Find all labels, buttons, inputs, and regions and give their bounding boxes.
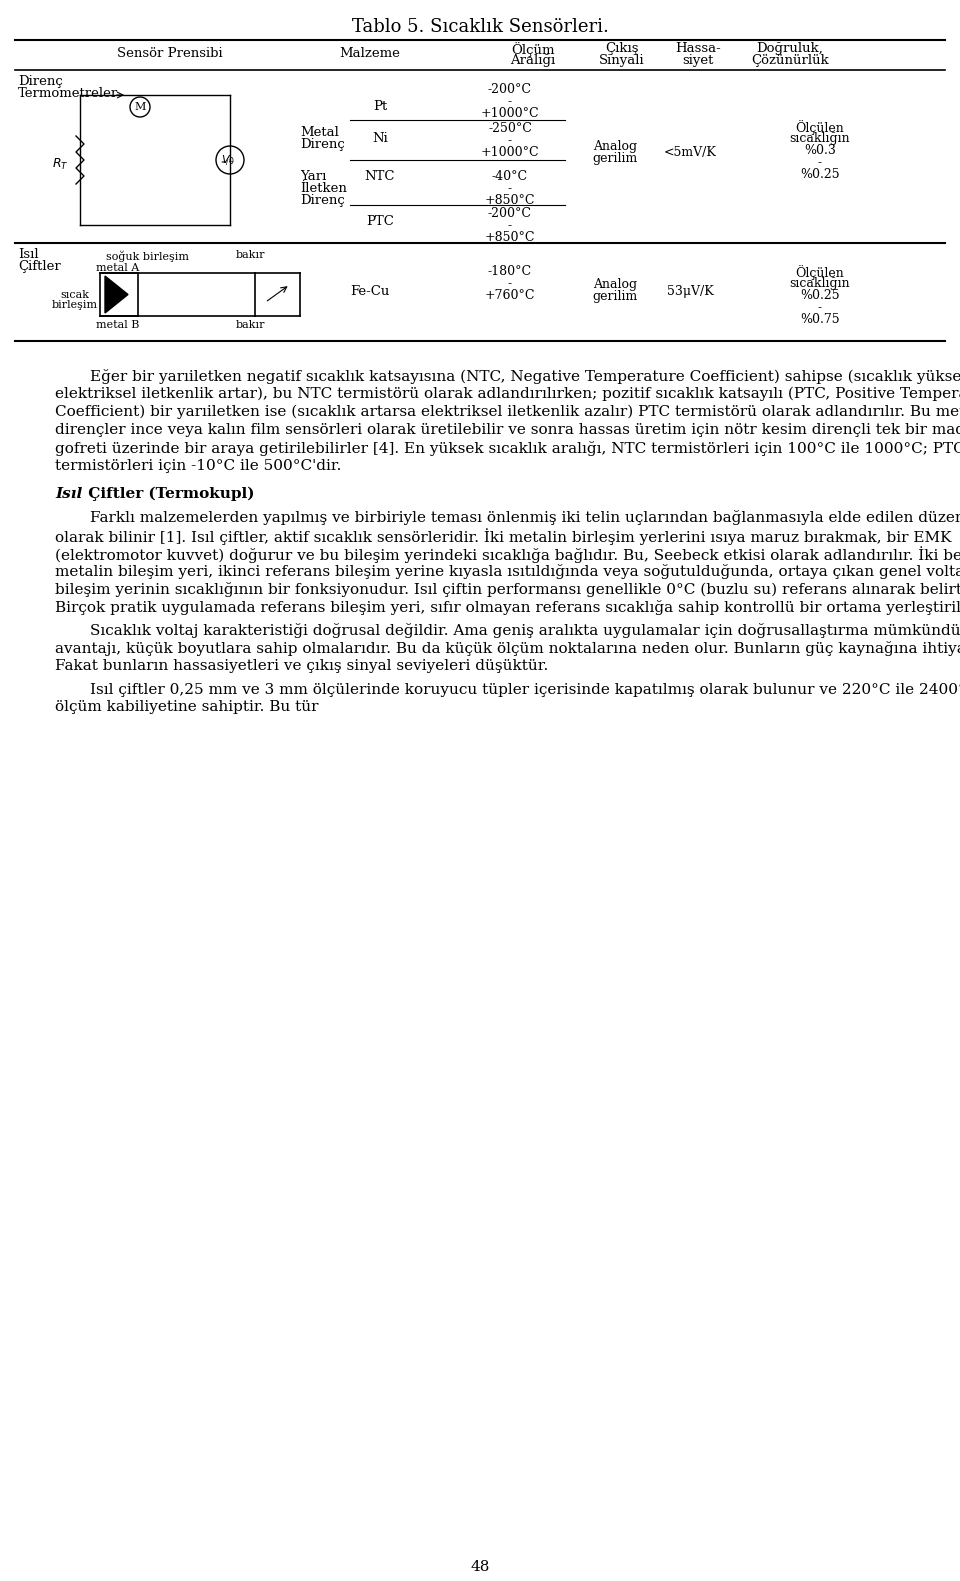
Text: M: M	[134, 103, 146, 112]
Text: -: -	[508, 277, 512, 289]
Text: bileşim yerinin sıcaklığının bir fonksiyonudur. Isıl çiftin performansı genellik: bileşim yerinin sıcaklığının bir fonksiy…	[55, 582, 960, 598]
Text: metal A: metal A	[96, 262, 139, 274]
Text: Sıcaklık voltaj karakteristiği doğrusal değildir. Ama geniş aralıkta uygulamalar: Sıcaklık voltaj karakteristiği doğrusal …	[90, 623, 960, 639]
Text: Doğruluk,: Doğruluk,	[756, 43, 824, 55]
Text: avantajı, küçük boyutlara sahip olmalarıdır. Bu da küçük ölçüm noktalarına neden: avantajı, küçük boyutlara sahip olmaları…	[55, 640, 960, 656]
Text: -: -	[818, 157, 822, 169]
Text: Coefficient) bir yarıiletken ise (sıcaklık artarsa elektriksel iletkenlik azalır: Coefficient) bir yarıiletken ise (sıcakl…	[55, 405, 960, 419]
Text: metalin bileşim yeri, ikinci referans bileşim yerine kıyasla ısıtıldığında veya : metalin bileşim yeri, ikinci referans bi…	[55, 564, 960, 579]
Text: %0.3: %0.3	[804, 144, 836, 157]
Text: Çiftler: Çiftler	[18, 259, 60, 274]
Text: 48: 48	[470, 1560, 490, 1575]
Text: metal B: metal B	[96, 319, 140, 330]
Text: PTC: PTC	[366, 215, 394, 228]
Text: Tablo 5. Sıcaklık Sensörleri.: Tablo 5. Sıcaklık Sensörleri.	[351, 17, 609, 36]
Text: gofreti üzerinde bir araya getirilebilirler [4]. En yüksek sıcaklık aralığı, NTC: gofreti üzerinde bir araya getirilebilir…	[55, 441, 960, 455]
Text: sıcaklığın: sıcaklığın	[790, 277, 851, 289]
Text: -180°C: -180°C	[488, 266, 532, 278]
Text: %0.25: %0.25	[801, 289, 840, 302]
Text: Birçok pratik uygulamada referans bileşim yeri, sıfır olmayan referans sıcaklığa: Birçok pratik uygulamada referans bileşi…	[55, 601, 960, 615]
Text: ölçüm kabiliyetine sahiptir. Bu tür: ölçüm kabiliyetine sahiptir. Bu tür	[55, 700, 319, 715]
Text: (elektromotor kuvvet) doğurur ve bu bileşim yerindeki sıcaklığa bağlıdır. Bu, Se: (elektromotor kuvvet) doğurur ve bu bile…	[55, 545, 960, 563]
Text: elektriksel iletkenlik artar), bu NTC termistörü olarak adlandırılırken; pozitif: elektriksel iletkenlik artar), bu NTC te…	[55, 387, 960, 402]
Text: siyet: siyet	[683, 54, 713, 66]
Text: sıcaklığın: sıcaklığın	[790, 131, 851, 145]
Text: Analog: Analog	[593, 141, 637, 153]
Text: NTC: NTC	[365, 171, 396, 183]
Text: -200°C: -200°C	[488, 207, 532, 220]
Text: bakır: bakır	[235, 250, 265, 259]
Text: Pt: Pt	[372, 100, 387, 112]
Text: Ölçüm: Ölçüm	[512, 43, 555, 57]
Text: -: -	[508, 220, 512, 232]
Text: -250°C: -250°C	[488, 122, 532, 134]
Text: +1000°C: +1000°C	[481, 108, 540, 120]
Text: Termometreler: Termometreler	[18, 87, 118, 100]
Text: %0.75: %0.75	[801, 313, 840, 326]
Text: Çiftler (Termokupl): Çiftler (Termokupl)	[83, 487, 254, 501]
Text: Yarı: Yarı	[300, 171, 326, 183]
Text: Isıl: Isıl	[18, 248, 38, 261]
Text: $V_0$: $V_0$	[221, 153, 235, 168]
Text: -: -	[508, 95, 512, 108]
Text: Isıl çiftler 0,25 mm ve 3 mm ölçülerinde koruyucu tüpler içerisinde kapatılmış o: Isıl çiftler 0,25 mm ve 3 mm ölçülerinde…	[90, 681, 960, 697]
Text: soğuk birleşim: soğuk birleşim	[107, 250, 189, 261]
Text: Farklı malzemelerden yapılmış ve birbiriyle teması önlenmiş iki telin uçlarından: Farklı malzemelerden yapılmış ve birbiri…	[90, 511, 960, 525]
Text: -200°C: -200°C	[488, 82, 532, 96]
Text: <5mV/K: <5mV/K	[663, 145, 716, 160]
Text: Metal: Metal	[300, 126, 339, 139]
Text: Sinyali: Sinyali	[599, 54, 645, 66]
Text: gerilim: gerilim	[592, 152, 637, 164]
Text: İletken: İletken	[300, 182, 347, 194]
Text: +850°C: +850°C	[485, 231, 536, 243]
Text: Hassa-: Hassa-	[675, 43, 721, 55]
Text: Aralığı: Aralığı	[511, 54, 556, 66]
Text: Direnç: Direnç	[300, 138, 345, 152]
Text: Çıkış: Çıkış	[605, 43, 638, 55]
Text: Direnç: Direnç	[18, 74, 62, 89]
Text: =/~: =/~	[220, 160, 234, 164]
Text: Fakat bunların hassasiyetleri ve çıkış sinyal seviyeleri düşüktür.: Fakat bunların hassasiyetleri ve çıkış s…	[55, 659, 548, 674]
Text: Sensör Prensibi: Sensör Prensibi	[117, 47, 223, 60]
Text: -: -	[508, 182, 512, 194]
Text: birleşim: birleşim	[52, 300, 98, 310]
Text: -40°C: -40°C	[492, 171, 528, 183]
Text: Direnç: Direnç	[300, 194, 345, 207]
Text: -: -	[818, 300, 822, 315]
Text: olarak bilinir [1]. Isıl çiftler, aktif sıcaklık sensörleridir. İki metalin birl: olarak bilinir [1]. Isıl çiftler, aktif …	[55, 528, 951, 545]
Text: gerilim: gerilim	[592, 289, 637, 304]
Text: Ölçülen: Ölçülen	[796, 266, 845, 280]
Polygon shape	[105, 277, 128, 313]
Text: +760°C: +760°C	[485, 289, 536, 302]
Text: +1000°C: +1000°C	[481, 145, 540, 160]
Text: Ni: Ni	[372, 131, 388, 145]
Text: 53μV/K: 53μV/K	[666, 285, 713, 297]
Text: Eğer bir yarıiletken negatif sıcaklık katsayısına (NTC, Negative Temperature Coe: Eğer bir yarıiletken negatif sıcaklık ka…	[90, 368, 960, 384]
Text: Isıl: Isıl	[55, 487, 83, 501]
Text: sıcak: sıcak	[60, 289, 89, 300]
Text: Ölçülen: Ölçülen	[796, 120, 845, 134]
Text: Analog: Analog	[593, 278, 637, 291]
Text: termistörleri için -10°C ile 500°C'dir.: termistörleri için -10°C ile 500°C'dir.	[55, 458, 342, 473]
Text: $R_T$: $R_T$	[52, 157, 68, 172]
Text: bakır: bakır	[235, 319, 265, 330]
Text: Malzeme: Malzeme	[340, 47, 400, 60]
Text: Fe-Cu: Fe-Cu	[350, 285, 390, 297]
Text: %0.25: %0.25	[801, 168, 840, 180]
Text: -: -	[508, 134, 512, 147]
Text: dirençler ince veya kalın film sensörleri olarak üretilebilir ve sonra hassas ür: dirençler ince veya kalın film sensörler…	[55, 424, 960, 436]
Text: +850°C: +850°C	[485, 194, 536, 207]
Text: Çözünürlük: Çözünürlük	[751, 54, 828, 66]
